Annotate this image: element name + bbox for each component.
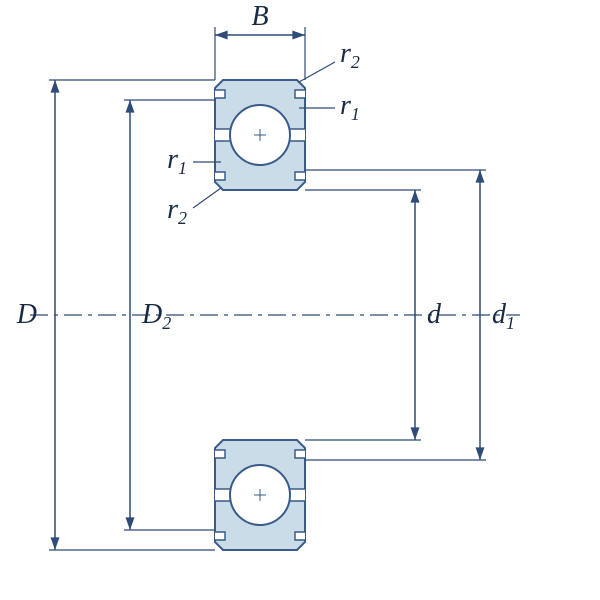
label-r2-bottom: r2 — [167, 194, 187, 228]
label-d1: d1 — [492, 299, 515, 333]
label-B: B — [251, 1, 268, 32]
label-D: D — [16, 299, 37, 330]
label-r1-top: r1 — [340, 90, 360, 124]
label-D2: D2 — [141, 299, 171, 333]
label-r1-left: r1 — [167, 144, 187, 178]
label-d: d — [427, 299, 442, 330]
label-r2-top: r2 — [340, 38, 360, 72]
